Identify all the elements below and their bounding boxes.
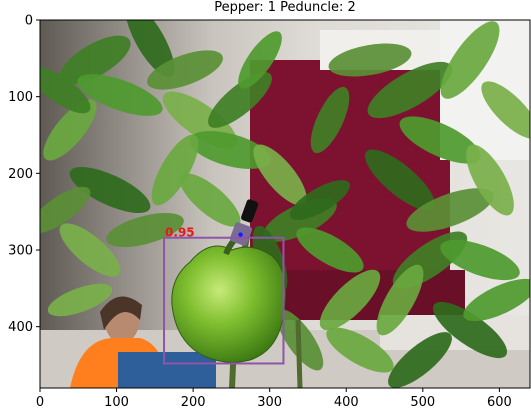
x-tick-label: 600: [487, 395, 512, 410]
detection-score-label: 0.95: [165, 226, 195, 240]
leaf: [367, 61, 453, 119]
chart-title: Pepper: 1 Peduncle: 2: [214, 0, 356, 15]
pepper-bounding-box: [163, 236, 285, 365]
leaf: [440, 21, 500, 99]
leaf: [399, 116, 481, 164]
leaf: [319, 269, 381, 331]
leaf: [43, 99, 97, 161]
leaf: [47, 283, 113, 317]
leaf: [106, 212, 184, 248]
leaf: [463, 278, 530, 322]
x-axis: 0 100 200 300 400 500 600: [36, 388, 512, 410]
leaf: [296, 227, 364, 273]
leaf: [440, 239, 520, 281]
y-axis: 0 100 200 300 400: [8, 14, 40, 335]
leaf: [69, 166, 151, 214]
leaf: [466, 144, 514, 216]
peduncle-point: [238, 232, 243, 237]
leaf: [40, 66, 91, 114]
leaf: [388, 332, 452, 388]
leaf: [59, 223, 121, 277]
leaf: [364, 149, 436, 211]
photo-image: [40, 20, 530, 388]
leaf: [326, 327, 394, 373]
leaf: [310, 86, 350, 154]
leaf: [253, 144, 307, 206]
leaf: [328, 43, 412, 77]
axes-frame: [39, 19, 531, 389]
leaf: [376, 264, 424, 336]
y-tick-label: 0: [25, 14, 33, 29]
y-tick-label: 300: [8, 244, 33, 259]
leaf: [40, 186, 91, 234]
leaf: [147, 50, 223, 90]
x-tick-label: 100: [104, 395, 129, 410]
leaf: [481, 81, 530, 139]
leaf: [125, 20, 175, 78]
leaf: [238, 31, 282, 89]
x-tick-label: 400: [334, 395, 359, 410]
leaf: [208, 72, 272, 128]
laptop: [118, 352, 216, 388]
x-tick-label: 500: [410, 395, 435, 410]
y-tick-label: 100: [8, 90, 33, 105]
leaf: [289, 180, 351, 220]
leaf: [406, 188, 494, 232]
x-tick-label: 200: [181, 395, 206, 410]
x-tick-label: 0: [36, 395, 44, 410]
y-tick-label: 400: [8, 320, 33, 335]
leaf: [59, 35, 131, 85]
leaf: [432, 301, 508, 359]
leaf: [77, 74, 163, 116]
detections-layer: 0.95: [163, 226, 285, 365]
leaf: [179, 173, 241, 227]
x-tick-label: 300: [257, 395, 282, 410]
plant-foliage: [40, 20, 530, 388]
leaf: [151, 134, 199, 206]
y-tick-label: 200: [8, 167, 33, 182]
leaf: [189, 131, 271, 169]
